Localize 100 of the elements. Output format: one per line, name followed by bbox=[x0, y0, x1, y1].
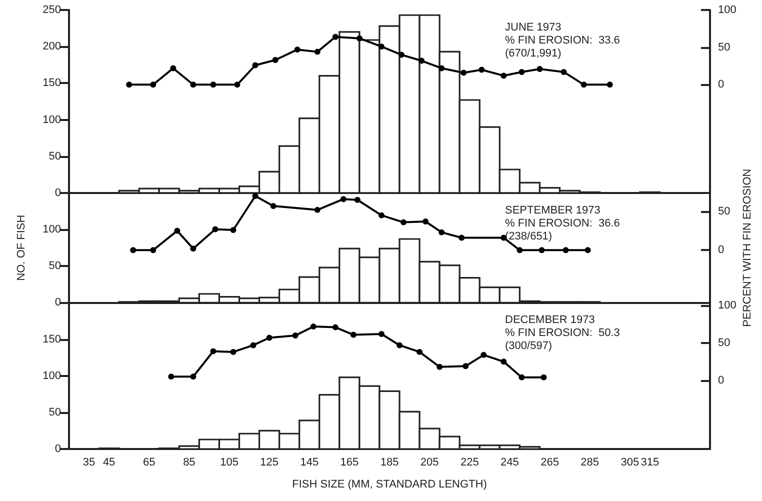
point bbox=[310, 324, 316, 330]
point bbox=[190, 82, 196, 88]
y2-tick-label: 0 bbox=[718, 244, 724, 256]
x-tick-label: 35 bbox=[82, 456, 96, 468]
point bbox=[500, 358, 507, 365]
point bbox=[252, 193, 258, 200]
point bbox=[190, 246, 196, 252]
point bbox=[350, 332, 356, 338]
y2-tick-label: 0 bbox=[718, 374, 724, 386]
point bbox=[230, 348, 236, 355]
point bbox=[210, 82, 216, 88]
point bbox=[398, 52, 405, 58]
annotation: DECEMBER 1973 bbox=[505, 314, 595, 326]
point bbox=[272, 57, 278, 64]
point bbox=[294, 46, 300, 53]
y-tick-label: 50 bbox=[48, 406, 61, 418]
point bbox=[606, 82, 613, 88]
point bbox=[150, 82, 156, 88]
x-tick-label: 265 bbox=[540, 456, 559, 468]
point bbox=[460, 70, 467, 76]
point bbox=[516, 247, 523, 254]
point bbox=[478, 66, 485, 73]
x-tick-label: 305 bbox=[620, 456, 640, 468]
point bbox=[210, 348, 216, 354]
annotation: SEPTEMBER 1973 bbox=[505, 204, 600, 216]
point bbox=[438, 229, 445, 236]
point bbox=[270, 203, 276, 210]
annotation: % FIN EROSION: 36.6 bbox=[505, 217, 620, 230]
point bbox=[130, 247, 136, 254]
point bbox=[400, 219, 407, 226]
x-tick-label: 145 bbox=[300, 456, 319, 468]
annotation: (670/1,991) bbox=[505, 48, 562, 60]
point bbox=[168, 374, 174, 380]
y2-tick-label: 50 bbox=[718, 336, 730, 349]
point bbox=[458, 234, 465, 241]
y-tick-label: 50 bbox=[48, 150, 61, 162]
point bbox=[378, 331, 384, 338]
y2-tick-label: 100 bbox=[718, 4, 736, 16]
annotation: (238/651) bbox=[505, 230, 552, 242]
point bbox=[518, 374, 525, 380]
x-axis-title: FISH SIZE (MM, STANDARD LENGTH) bbox=[292, 478, 487, 490]
y-tick-label: 200 bbox=[42, 40, 61, 53]
point bbox=[416, 348, 423, 355]
point bbox=[252, 62, 258, 68]
annotation: JUNE 1973 bbox=[505, 22, 562, 34]
point bbox=[438, 65, 445, 72]
y-tick-label: 100 bbox=[42, 224, 61, 236]
y2-axis-title: PERCENT WITH FIN EROSION bbox=[742, 168, 754, 327]
point bbox=[340, 196, 346, 202]
y2-tick-label: 0 bbox=[718, 78, 724, 91]
point bbox=[518, 68, 525, 75]
y-axis-title: NO. OF FISH bbox=[16, 214, 28, 281]
point bbox=[480, 352, 487, 358]
point bbox=[314, 48, 320, 55]
x-tick-label: 45 bbox=[102, 456, 116, 468]
point bbox=[234, 82, 240, 88]
point bbox=[418, 58, 425, 64]
x-tick-label: 245 bbox=[500, 456, 519, 468]
point bbox=[170, 65, 176, 72]
point bbox=[540, 374, 547, 380]
point bbox=[126, 82, 132, 88]
point bbox=[584, 247, 591, 254]
point bbox=[538, 247, 545, 254]
y2-tick-label: 50 bbox=[718, 205, 730, 218]
point bbox=[230, 227, 236, 234]
y-tick-label: 250 bbox=[42, 4, 61, 16]
y-tick-label: 150 bbox=[42, 333, 61, 346]
point bbox=[332, 324, 338, 330]
point bbox=[396, 342, 403, 348]
point bbox=[580, 82, 587, 88]
y-tick-label: 50 bbox=[48, 260, 61, 272]
x-tick-label: 65 bbox=[143, 456, 156, 468]
point bbox=[422, 218, 429, 225]
point bbox=[436, 364, 443, 370]
point bbox=[462, 363, 469, 370]
point bbox=[332, 34, 338, 40]
annotation: (300/597) bbox=[505, 340, 552, 352]
x-tick-label: 225 bbox=[460, 456, 479, 468]
annotation: % FIN EROSION: 50.3 bbox=[505, 327, 620, 340]
point bbox=[190, 374, 196, 380]
point bbox=[536, 66, 543, 72]
point bbox=[500, 72, 507, 79]
point bbox=[266, 334, 272, 341]
x-tick-label: 125 bbox=[260, 456, 278, 468]
point bbox=[354, 196, 360, 203]
point bbox=[150, 247, 156, 254]
y2-tick-label: 50 bbox=[718, 41, 730, 54]
y-tick-label: 150 bbox=[42, 77, 61, 90]
x-tick-label: 285 bbox=[580, 456, 599, 468]
x-tick-label: 205 bbox=[420, 456, 439, 468]
point bbox=[562, 247, 569, 254]
x-tick-label: 165 bbox=[340, 456, 359, 468]
annotation: % FIN EROSION: 33.6 bbox=[505, 34, 620, 46]
point bbox=[560, 68, 567, 75]
point bbox=[174, 228, 180, 234]
x-tick-label: 185 bbox=[380, 456, 399, 468]
point bbox=[314, 206, 320, 213]
point bbox=[212, 226, 218, 232]
point bbox=[378, 212, 384, 218]
point bbox=[356, 35, 362, 42]
